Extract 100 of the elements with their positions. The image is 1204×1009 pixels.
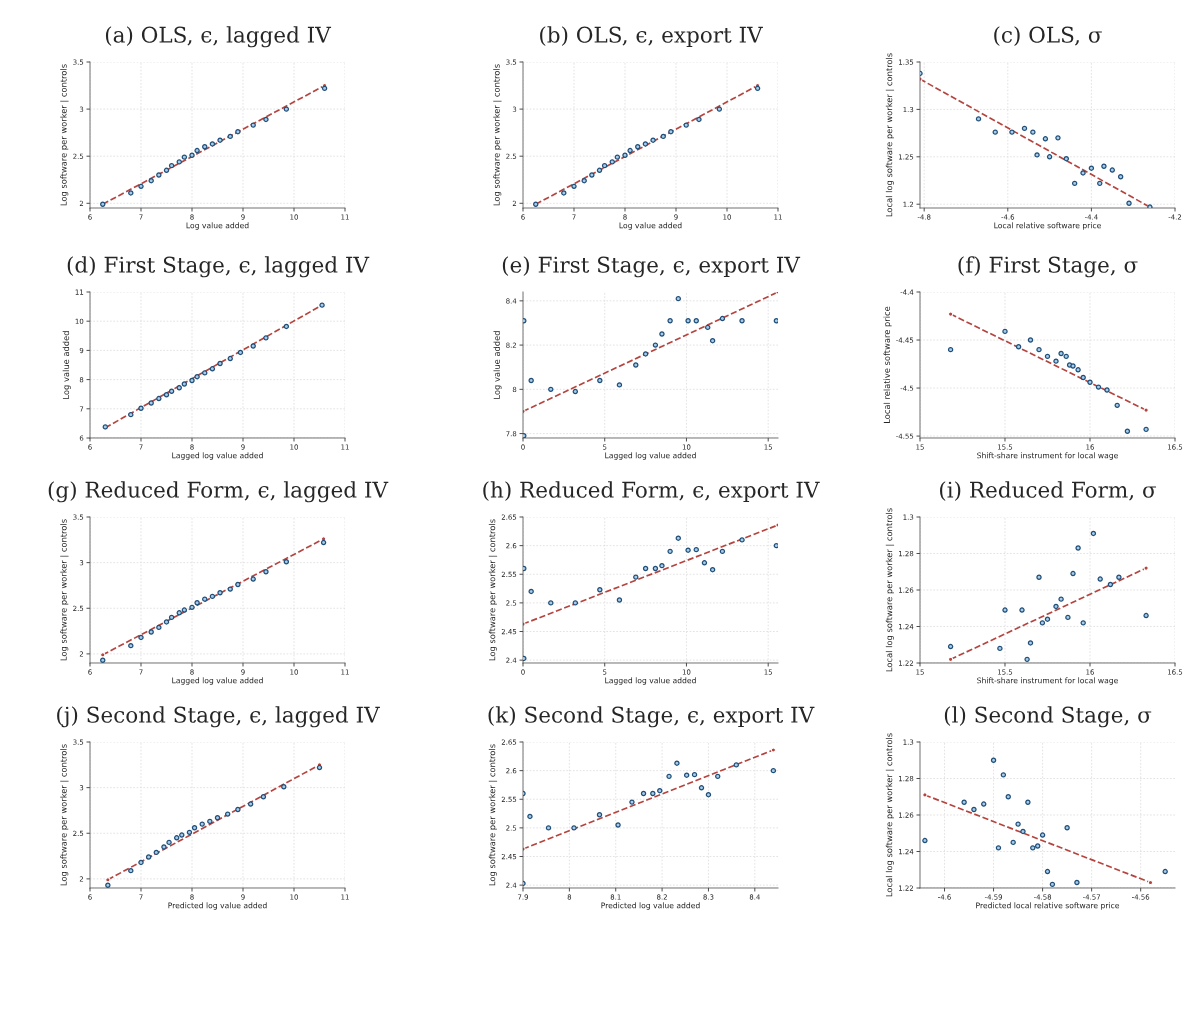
point: [693, 546, 699, 553]
point: [1030, 129, 1036, 135]
point: [633, 362, 639, 368]
point: [523, 318, 527, 324]
point: [260, 794, 267, 800]
point: [773, 318, 778, 324]
point: [263, 116, 269, 123]
point: [622, 152, 628, 158]
y-axis-title: Log software per worker | controls: [493, 64, 502, 206]
point: [263, 335, 269, 341]
y-axis-title: Local log software per worker | controls: [885, 733, 895, 897]
point: [1162, 868, 1168, 875]
point: [1124, 428, 1131, 434]
point: [633, 574, 639, 580]
point: [217, 590, 223, 596]
point: [1097, 576, 1103, 582]
y-axis-title: Local relative software price: [883, 306, 892, 423]
point: [250, 576, 256, 582]
point: [202, 144, 208, 150]
point: [1104, 387, 1110, 393]
chart-title: (l) Second Stage, σ: [944, 706, 1152, 728]
point: [138, 405, 144, 411]
point: [705, 791, 712, 798]
point: [596, 167, 603, 174]
point: [1143, 565, 1149, 571]
point: [642, 141, 649, 147]
point: [186, 829, 193, 836]
point: [148, 177, 154, 184]
point: [1058, 596, 1064, 602]
point: [705, 324, 711, 331]
point: [696, 116, 702, 123]
point: [168, 388, 175, 394]
point: [1042, 136, 1049, 142]
y-axis-title: Log value added: [493, 331, 502, 399]
point: [709, 566, 716, 573]
point: [691, 771, 698, 778]
y-axis-title: Log software per worker | controls: [60, 519, 69, 661]
point: [1147, 879, 1154, 886]
point: [947, 346, 954, 353]
point: [652, 565, 659, 572]
chart-title: (g) Reduced Form, ϵ, lagged IV: [48, 481, 389, 503]
point: [992, 129, 998, 135]
point: [1063, 353, 1069, 360]
point: [156, 172, 162, 178]
point: [1101, 163, 1107, 169]
point: [189, 377, 195, 384]
y-axis-title: Log software per worker | controls: [60, 744, 69, 886]
point: [105, 882, 111, 888]
point: [163, 619, 170, 625]
point: [283, 106, 290, 112]
point: [528, 377, 534, 384]
point: [773, 542, 778, 549]
point: [719, 548, 726, 555]
point: [719, 315, 726, 322]
point: [189, 604, 195, 611]
point: [194, 600, 200, 606]
point: [975, 116, 982, 122]
point: [138, 859, 144, 866]
point: [1109, 167, 1116, 173]
point: [990, 757, 997, 763]
point: [922, 792, 928, 798]
chart-title: (e) First Stage, ϵ, export IV: [502, 256, 801, 278]
point: [1039, 832, 1046, 838]
point: [227, 355, 233, 362]
point: [1034, 843, 1041, 849]
point: [627, 147, 633, 154]
point: [675, 535, 681, 541]
chart-title: (h) Reduced Form, ϵ, export IV: [483, 481, 820, 503]
point: [227, 586, 233, 592]
point: [1005, 794, 1011, 800]
point: [668, 128, 674, 135]
point: [1053, 603, 1059, 610]
point: [589, 172, 595, 178]
point: [981, 801, 987, 807]
point: [227, 133, 233, 140]
point: [263, 569, 269, 575]
point: [650, 137, 656, 143]
point: [667, 548, 673, 555]
point: [659, 331, 665, 337]
point: [1025, 799, 1031, 805]
chart-title: (f) First Stage, σ: [958, 256, 1138, 278]
point: [683, 122, 689, 128]
point: [666, 773, 672, 780]
point: [548, 386, 554, 393]
point: [163, 167, 170, 174]
point: [209, 593, 216, 600]
point: [1088, 165, 1095, 171]
point: [609, 159, 615, 165]
point: [616, 382, 623, 388]
point: [235, 128, 241, 135]
point: [138, 634, 144, 641]
point: [181, 154, 188, 160]
point: [1075, 545, 1081, 551]
point: [283, 323, 290, 330]
point: [283, 559, 290, 565]
point: [176, 159, 182, 165]
point: [1021, 125, 1028, 132]
point: [1000, 772, 1007, 778]
point: [922, 837, 928, 844]
point: [1002, 607, 1008, 613]
